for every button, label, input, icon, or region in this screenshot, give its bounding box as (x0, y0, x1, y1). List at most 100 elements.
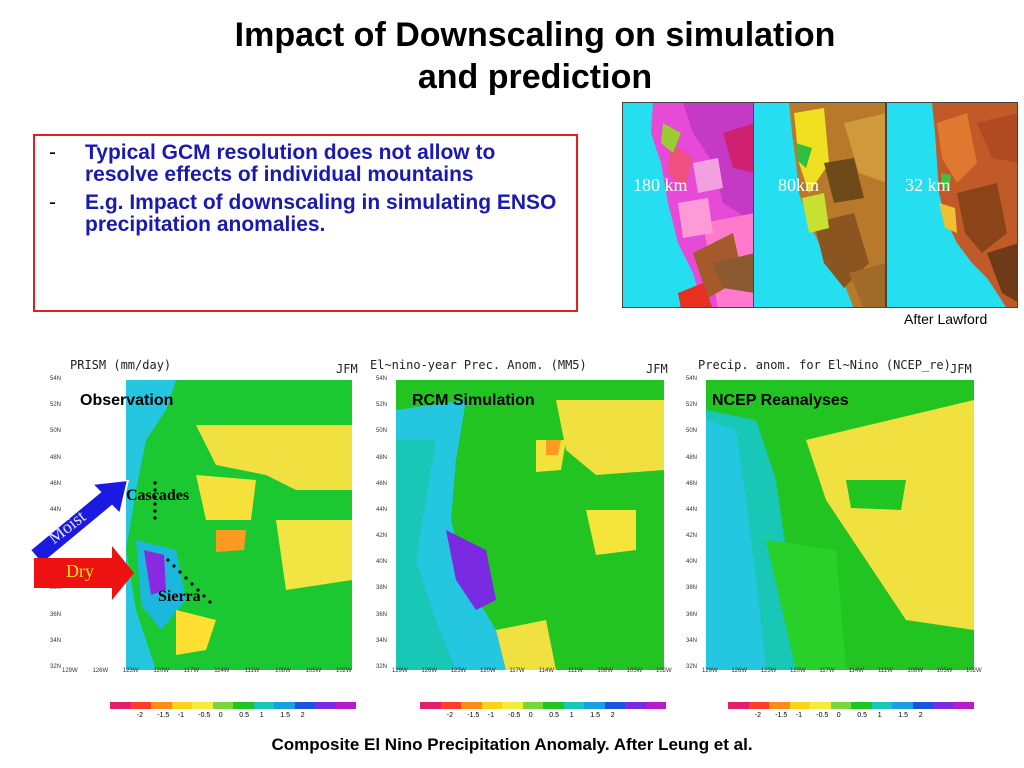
lat-tick-label: 46N (50, 480, 62, 487)
colorbar-swatch (769, 702, 790, 709)
lat-tick-label: 32N (376, 664, 388, 670)
lon-tick-label: 114W (848, 668, 864, 674)
colorbar-swatch (584, 702, 605, 709)
lon-tick-label: 102W (336, 668, 352, 674)
lon-tick-label: 120W (790, 668, 806, 674)
dry-label: Dry (66, 561, 94, 581)
lat-tick-label: 52N (686, 402, 698, 409)
colorbar-tick-label: 1.5 (280, 712, 290, 719)
lat-tick-label: 38N (50, 585, 62, 592)
sierra-label: Sierra (158, 588, 201, 605)
colorbar-tick-label: 0.5 (857, 712, 867, 719)
colorbar-swatch (502, 702, 523, 709)
lon-tick-label: 126W (731, 668, 748, 674)
panel-rcm-title: El~nino-year Prec. Anom. (MM5) (370, 358, 587, 372)
lon-tick-label: 111W (244, 668, 260, 674)
lat-axis-rcm: 54N 52N 50N 48N 46N 44N 42N 40N 38N 36N 34N 32N (376, 376, 394, 676)
map-ncep (706, 380, 974, 670)
colorbar-swatch (481, 702, 502, 709)
lon-tick-label: 120W (153, 668, 170, 674)
colorbar-swatch (130, 702, 151, 709)
lon-axis-observation: 129W 126W 123W 120W 117W 114W 111W 108W 105W 102W (62, 668, 352, 680)
colorbar-tick-label: 1 (259, 712, 264, 719)
panel-observation-title: PRISM (mm/day) (70, 358, 172, 372)
colorbar-swatch (110, 702, 131, 709)
bullet-dash: - (49, 141, 56, 164)
colorbar-tick-label: 1.5 (590, 712, 600, 719)
lon-tick-label: 126W (421, 668, 438, 674)
lon-tick-label: 114W (538, 668, 554, 674)
lat-tick-label: 36N (50, 611, 62, 618)
lat-tick-label: 32N (686, 664, 698, 670)
colorbar-swatch (335, 702, 356, 709)
colorbar-swatch (274, 702, 295, 709)
lon-tick-label: 111W (568, 668, 583, 674)
lon-tick-label: 117W (819, 668, 835, 674)
colorbar-swatch (420, 702, 441, 709)
cascades-dotted-line (153, 481, 157, 520)
lat-tick-label: 50N (686, 428, 698, 435)
colorbar-swatch (294, 702, 315, 709)
resolution-map-80km: 80km (753, 102, 886, 308)
colorbar-swatch (625, 702, 646, 709)
lon-tick-label: 117W (509, 668, 525, 674)
colorbar-tick-label: 2 (300, 712, 305, 719)
lat-tick-label: 48N (376, 454, 388, 461)
lat-tick-label: 44N (50, 506, 62, 513)
lon-tick-label: 129W (392, 668, 408, 674)
lon-tick-label: 105W (305, 668, 322, 674)
colorbar-tick-label: 0.5 (549, 712, 559, 719)
slide-title: Impact of Downscaling on simulation and … (120, 14, 950, 98)
lon-axis-rcm: 129W 126W 123W 120W 117W 114W 111W 108W 105W 102W (392, 668, 672, 680)
colorbar-tick-label: -1.5 (775, 712, 788, 719)
lat-tick-label: 46N (686, 480, 698, 487)
lon-tick-label: 123W (760, 668, 777, 674)
lat-tick-label: 34N (376, 637, 388, 644)
colorbar-tick-label: -1.5 (467, 712, 480, 719)
colorbar-tick-label: -0.5 (198, 712, 211, 719)
lat-tick-label: 44N (686, 506, 698, 513)
figure-caption: Composite El Nino Precipitation Anomaly.… (271, 735, 753, 754)
lat-tick-label: 48N (686, 454, 698, 461)
colorbar-swatch (645, 702, 666, 709)
colorbar-tick-label: -1.5 (157, 712, 170, 719)
lon-tick-label: 120W (480, 668, 496, 674)
colorbar-swatch (543, 702, 564, 709)
moist-arrow (28, 480, 130, 566)
lat-tick-label: 38N (686, 585, 698, 592)
colorbar-swatch (604, 702, 625, 709)
colorbar-swatch (912, 702, 933, 709)
colorbar-tick-label: -2 (136, 712, 143, 719)
resolution-map-180km: 180 km (622, 102, 754, 308)
lat-tick-label: 42N (686, 533, 698, 540)
resolution-map-180km-image (623, 103, 753, 307)
colorbar-swatch (151, 702, 172, 709)
slide-title-line1: Impact of Downscaling on simulation (234, 16, 836, 54)
resolution-label-180km: 180 km (633, 175, 688, 195)
after-lawford-credit: After Lawford (904, 311, 988, 327)
colorbar-tick-label: 0 (836, 712, 841, 719)
lon-tick-label: 105W (936, 668, 953, 674)
map-rcm (396, 380, 664, 670)
lat-axis-ncep: 54N 52N 50N 48N 46N 44N 42N 40N 38N 36N 34N 32N (686, 376, 704, 676)
bullet-item: - E.g. Impact of downscaling in simulatin… (47, 192, 566, 236)
colorbar-ncep: -2 -1.5 -1 -0.5 0 0.5 1 1.5 2 (728, 702, 974, 722)
colorbar-swatch (851, 702, 872, 709)
lat-tick-label: 50N (376, 428, 388, 435)
lon-tick-label: 102W (966, 668, 982, 674)
colorbar-swatch (212, 702, 233, 709)
bullet-box: - Typical GCM resolution does not allow t… (33, 134, 578, 312)
colorbar-swatch (933, 702, 954, 709)
colorbar-tick-label: 0 (218, 712, 223, 719)
lat-tick-label: 44N (376, 506, 388, 513)
lat-tick-label: 40N (376, 559, 388, 566)
colorbar-swatch (522, 702, 543, 709)
lat-tick-label: 42N (376, 533, 388, 540)
lat-tick-label: 38N (376, 585, 388, 592)
panel-ncep-label: NCEP Reanalyses (712, 392, 849, 409)
colorbar-swatch (315, 702, 336, 709)
bullet-item: - Typical GCM resolution does not allow t… (47, 142, 566, 186)
panel-ncep-season: JFM (950, 362, 972, 376)
lon-tick-label: 117W (183, 668, 199, 674)
panel-rcm-label: RCM Simulation (412, 392, 535, 409)
